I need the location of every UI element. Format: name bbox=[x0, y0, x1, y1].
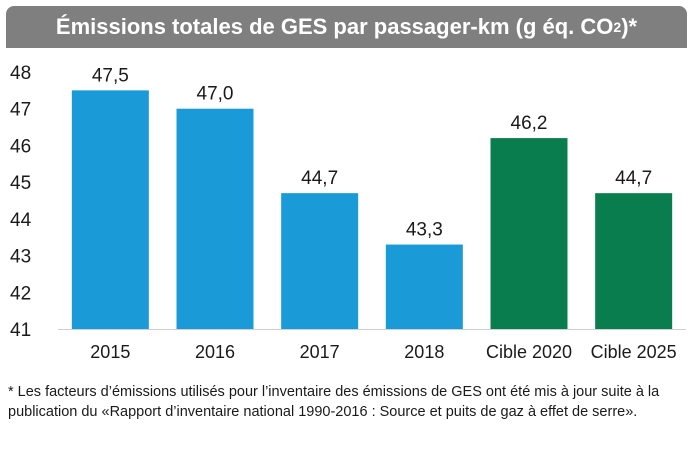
x-tick-label: 2015 bbox=[90, 342, 130, 362]
bar bbox=[176, 108, 254, 329]
bar bbox=[595, 193, 673, 329]
data-label: 46,2 bbox=[511, 113, 548, 134]
bar-chart: 41 42 43 44 45 46 47 48 47,5 2015 47,0 2016 44,7 2017… bbox=[10, 63, 686, 362]
y-tick-label: 43 bbox=[10, 247, 31, 268]
data-label: 44,7 bbox=[615, 168, 652, 189]
bar bbox=[490, 138, 568, 329]
data-label: 47,0 bbox=[197, 84, 234, 105]
y-tick-label: 45 bbox=[10, 173, 31, 194]
x-tick-label: Cible 2025 bbox=[591, 342, 677, 362]
x-tick-label: 2016 bbox=[195, 342, 235, 362]
bar bbox=[71, 90, 149, 329]
data-label: 47,5 bbox=[92, 65, 129, 86]
y-tick-label: 42 bbox=[10, 283, 31, 304]
data-label: 44,7 bbox=[301, 168, 338, 189]
bar bbox=[385, 244, 463, 329]
x-tick-label: 2018 bbox=[404, 342, 444, 362]
y-tick-label: 46 bbox=[10, 136, 31, 157]
chart-title-suffix: )* bbox=[621, 14, 638, 39]
chart-title: Émissions totales de GES par passager-km… bbox=[6, 6, 687, 48]
y-tick-label: 48 bbox=[10, 63, 31, 84]
x-tick-label: 2017 bbox=[300, 342, 340, 362]
footnote: * Les facteurs d’émissions utilisés pour… bbox=[8, 384, 660, 420]
y-tick-label: 41 bbox=[10, 320, 31, 341]
bar bbox=[281, 193, 359, 329]
y-tick-label: 47 bbox=[10, 100, 31, 121]
x-tick-label: Cible 2020 bbox=[486, 342, 572, 362]
data-label: 43,3 bbox=[406, 220, 443, 241]
chart-title-main: Émissions totales de GES par passager-km… bbox=[55, 14, 614, 39]
y-tick-label: 44 bbox=[10, 210, 32, 231]
